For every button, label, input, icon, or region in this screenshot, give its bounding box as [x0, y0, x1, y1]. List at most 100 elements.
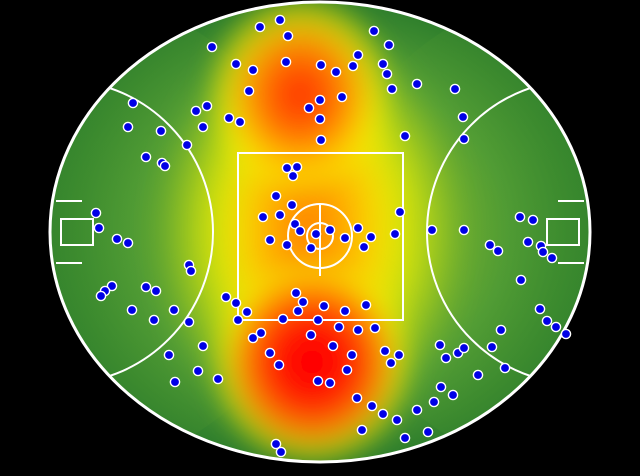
event-marker[interactable] — [312, 314, 324, 326]
event-marker[interactable] — [197, 340, 209, 352]
event-marker[interactable] — [356, 424, 368, 436]
event-marker[interactable] — [324, 224, 336, 236]
event-marker[interactable] — [435, 381, 447, 393]
event-marker[interactable] — [148, 314, 160, 326]
event-marker[interactable] — [393, 349, 405, 361]
event-marker[interactable] — [383, 39, 395, 51]
event-marker[interactable] — [341, 364, 353, 376]
event-marker[interactable] — [127, 97, 139, 109]
event-marker[interactable] — [243, 85, 255, 97]
event-marker[interactable] — [280, 56, 292, 68]
event-marker[interactable] — [352, 222, 364, 234]
event-marker[interactable] — [449, 83, 461, 95]
event-marker[interactable] — [234, 116, 246, 128]
event-marker[interactable] — [537, 246, 549, 258]
event-marker[interactable] — [163, 349, 175, 361]
event-marker[interactable] — [318, 300, 330, 312]
event-marker[interactable] — [352, 49, 364, 61]
event-marker[interactable] — [368, 25, 380, 37]
event-marker[interactable] — [522, 236, 534, 248]
event-marker[interactable] — [339, 232, 351, 244]
event-marker[interactable] — [90, 207, 102, 219]
event-marker[interactable] — [291, 161, 303, 173]
event-marker[interactable] — [327, 340, 339, 352]
event-marker[interactable] — [181, 139, 193, 151]
event-marker[interactable] — [95, 290, 107, 302]
event-marker[interactable] — [314, 94, 326, 106]
event-marker[interactable] — [169, 376, 181, 388]
event-marker[interactable] — [274, 14, 286, 26]
event-marker[interactable] — [247, 332, 259, 344]
event-marker[interactable] — [230, 58, 242, 70]
event-marker[interactable] — [541, 315, 553, 327]
event-marker[interactable] — [305, 329, 317, 341]
event-marker[interactable] — [257, 211, 269, 223]
event-marker[interactable] — [411, 404, 423, 416]
event-marker[interactable] — [399, 130, 411, 142]
event-marker[interactable] — [140, 281, 152, 293]
event-marker[interactable] — [458, 224, 470, 236]
event-marker[interactable] — [394, 206, 406, 218]
event-marker[interactable] — [351, 392, 363, 404]
event-marker[interactable] — [411, 78, 423, 90]
event-marker[interactable] — [273, 359, 285, 371]
event-marker[interactable] — [385, 357, 397, 369]
event-marker[interactable] — [379, 345, 391, 357]
event-marker[interactable] — [282, 30, 294, 42]
event-marker[interactable] — [155, 125, 167, 137]
event-marker[interactable] — [546, 252, 558, 264]
event-marker[interactable] — [457, 111, 469, 123]
event-marker[interactable] — [254, 21, 266, 33]
event-marker[interactable] — [560, 328, 572, 340]
event-marker[interactable] — [534, 303, 546, 315]
event-marker[interactable] — [106, 280, 118, 292]
event-marker[interactable] — [126, 304, 138, 316]
event-marker[interactable] — [426, 224, 438, 236]
event-marker[interactable] — [333, 321, 345, 333]
event-marker[interactable] — [255, 327, 267, 339]
event-marker[interactable] — [447, 389, 459, 401]
event-marker[interactable] — [377, 408, 389, 420]
event-marker[interactable] — [290, 287, 302, 299]
event-marker[interactable] — [275, 446, 287, 458]
event-marker[interactable] — [358, 241, 370, 253]
event-marker[interactable] — [294, 225, 306, 237]
event-marker[interactable] — [369, 322, 381, 334]
event-marker[interactable] — [440, 352, 452, 364]
event-marker[interactable] — [484, 239, 496, 251]
event-marker[interactable] — [274, 209, 286, 221]
event-marker[interactable] — [486, 341, 498, 353]
event-marker[interactable] — [286, 199, 298, 211]
event-marker[interactable] — [185, 265, 197, 277]
event-marker[interactable] — [277, 313, 289, 325]
event-marker[interactable] — [458, 342, 470, 354]
event-marker[interactable] — [168, 304, 180, 316]
event-marker[interactable] — [381, 68, 393, 80]
event-marker[interactable] — [220, 291, 232, 303]
event-marker[interactable] — [399, 432, 411, 444]
event-marker[interactable] — [270, 438, 282, 450]
event-marker[interactable] — [527, 214, 539, 226]
event-marker[interactable] — [389, 228, 401, 240]
event-marker[interactable] — [458, 133, 470, 145]
event-marker[interactable] — [264, 347, 276, 359]
event-marker[interactable] — [346, 349, 358, 361]
event-marker[interactable] — [297, 296, 309, 308]
event-marker[interactable] — [336, 91, 348, 103]
event-marker[interactable] — [122, 121, 134, 133]
event-marker[interactable] — [122, 237, 134, 249]
event-marker[interactable] — [247, 64, 259, 76]
event-marker[interactable] — [230, 297, 242, 309]
event-marker[interactable] — [386, 83, 398, 95]
event-marker[interactable] — [292, 305, 304, 317]
event-marker[interactable] — [324, 377, 336, 389]
event-marker[interactable] — [514, 211, 526, 223]
event-marker[interactable] — [347, 60, 359, 72]
event-marker[interactable] — [360, 299, 372, 311]
event-marker[interactable] — [270, 190, 282, 202]
event-marker[interactable] — [192, 365, 204, 377]
event-marker[interactable] — [281, 162, 293, 174]
event-marker[interactable] — [550, 321, 562, 333]
event-marker[interactable] — [492, 245, 504, 257]
event-marker[interactable] — [212, 373, 224, 385]
